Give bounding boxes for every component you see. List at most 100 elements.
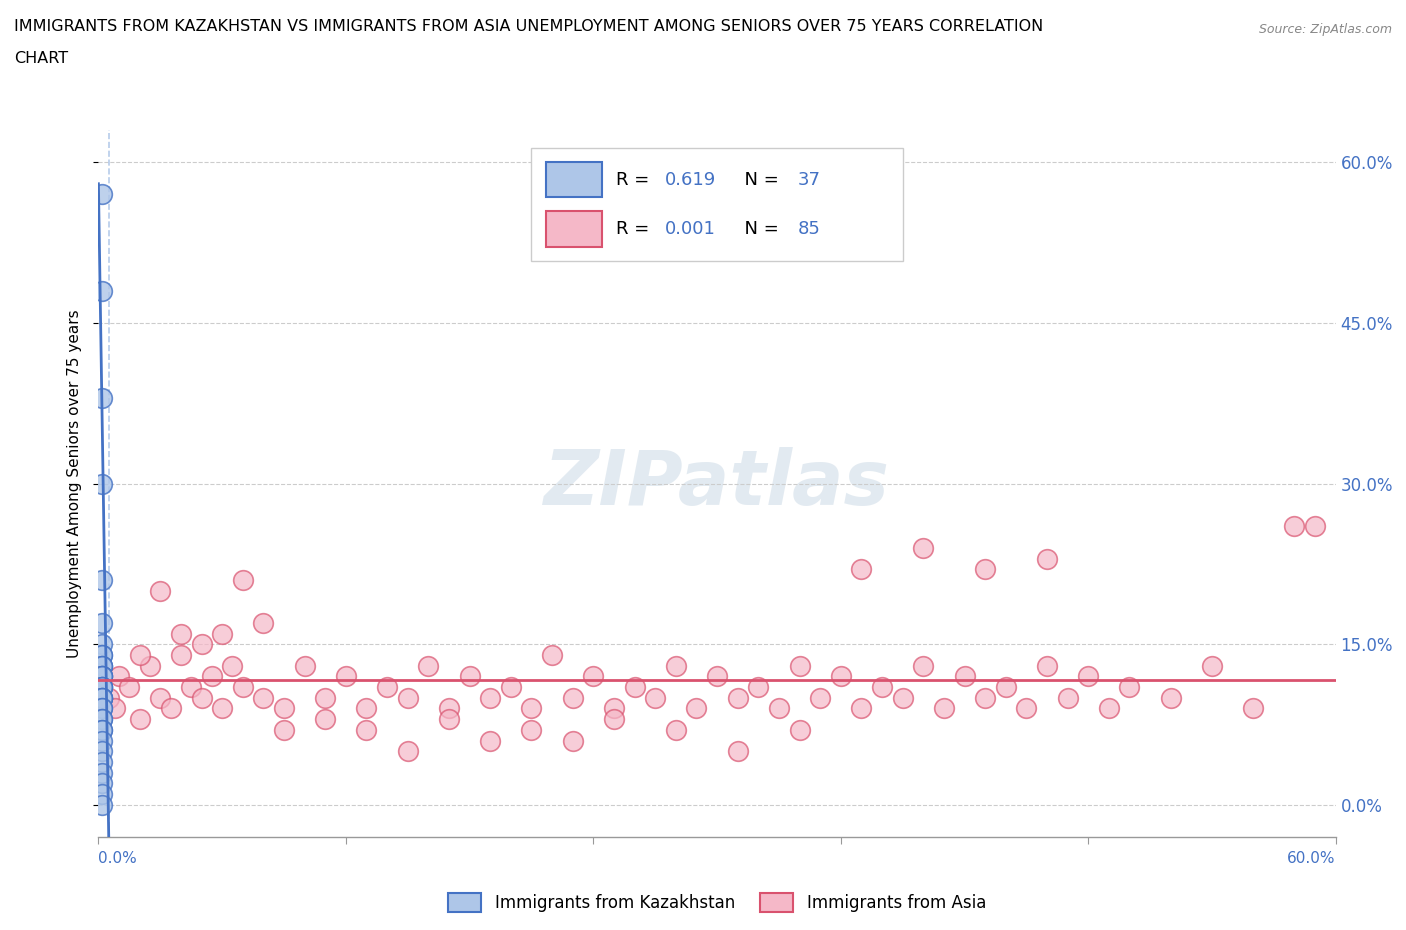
Point: [294, 658, 316, 673]
Point: [1118, 680, 1140, 695]
Point: [90, 701, 112, 716]
Point: [912, 658, 935, 673]
Point: [90, 723, 112, 737]
Text: N =: N =: [733, 171, 785, 189]
Point: [789, 723, 811, 737]
Point: [90, 647, 112, 662]
Point: [830, 669, 852, 684]
Point: [520, 723, 543, 737]
Point: [1284, 519, 1306, 534]
Point: [356, 701, 378, 716]
Point: [479, 690, 502, 705]
Point: [1036, 551, 1059, 566]
Point: [90, 765, 112, 780]
Point: [891, 690, 914, 705]
Point: [479, 733, 502, 748]
Point: [128, 711, 150, 726]
Point: [541, 647, 564, 662]
Point: [190, 690, 212, 705]
Point: [90, 690, 112, 705]
Point: [90, 680, 112, 695]
Point: [90, 476, 112, 491]
Point: [90, 669, 112, 684]
Point: [603, 701, 626, 716]
Point: [90, 669, 112, 684]
Point: [685, 701, 707, 716]
Point: [180, 680, 202, 695]
Point: [90, 754, 112, 769]
Point: [108, 669, 131, 684]
Point: [665, 723, 688, 737]
Point: [1098, 701, 1121, 716]
Point: [458, 669, 481, 684]
Point: [706, 669, 728, 684]
Point: [128, 647, 150, 662]
Point: [90, 658, 112, 673]
Point: [789, 658, 811, 673]
Point: [170, 647, 193, 662]
Point: [665, 658, 688, 673]
Point: [520, 701, 543, 716]
Text: 0.001: 0.001: [665, 220, 716, 238]
Point: [335, 669, 357, 684]
Point: [149, 583, 172, 598]
Point: [90, 658, 112, 673]
Point: [623, 680, 645, 695]
Point: [211, 626, 233, 641]
Point: [437, 711, 460, 726]
Point: [190, 637, 212, 652]
Point: [727, 690, 749, 705]
Text: CHART: CHART: [14, 51, 67, 66]
Point: [582, 669, 605, 684]
Point: [1201, 658, 1223, 673]
Point: [90, 797, 112, 812]
Y-axis label: Unemployment Among Seniors over 75 years: Unemployment Among Seniors over 75 years: [66, 310, 82, 658]
Point: [90, 391, 112, 405]
Point: [1015, 701, 1038, 716]
Text: 0.619: 0.619: [665, 171, 716, 189]
Legend: Immigrants from Kazakhstan, Immigrants from Asia: Immigrants from Kazakhstan, Immigrants f…: [440, 884, 994, 921]
Point: [90, 573, 112, 588]
Text: 37: 37: [797, 171, 821, 189]
Point: [499, 680, 522, 695]
Point: [232, 573, 254, 588]
Point: [97, 690, 120, 705]
Point: [90, 669, 112, 684]
Text: ZIPatlas: ZIPatlas: [544, 446, 890, 521]
Point: [201, 669, 224, 684]
Point: [90, 658, 112, 673]
Point: [90, 680, 112, 695]
Point: [851, 701, 873, 716]
Point: [211, 701, 233, 716]
Text: Source: ZipAtlas.com: Source: ZipAtlas.com: [1258, 23, 1392, 36]
Point: [727, 744, 749, 759]
Point: [747, 680, 769, 695]
Point: [90, 669, 112, 684]
Point: [90, 776, 112, 790]
Point: [90, 723, 112, 737]
Point: [90, 647, 112, 662]
Point: [90, 690, 112, 705]
Point: [139, 658, 162, 673]
Point: [953, 669, 976, 684]
Point: [1036, 658, 1059, 673]
Point: [149, 690, 172, 705]
Bar: [547, 162, 602, 197]
Point: [90, 744, 112, 759]
Point: [561, 690, 583, 705]
Point: [356, 723, 378, 737]
Point: [994, 680, 1017, 695]
Point: [603, 711, 626, 726]
Point: [90, 690, 112, 705]
Point: [273, 723, 295, 737]
Text: 0.0%: 0.0%: [98, 851, 138, 866]
Point: [396, 690, 419, 705]
Point: [90, 711, 112, 726]
Point: [118, 680, 141, 695]
Point: [90, 690, 112, 705]
Point: [90, 680, 112, 695]
Point: [851, 562, 873, 577]
Point: [170, 626, 193, 641]
Point: [90, 616, 112, 631]
Point: [974, 690, 997, 705]
